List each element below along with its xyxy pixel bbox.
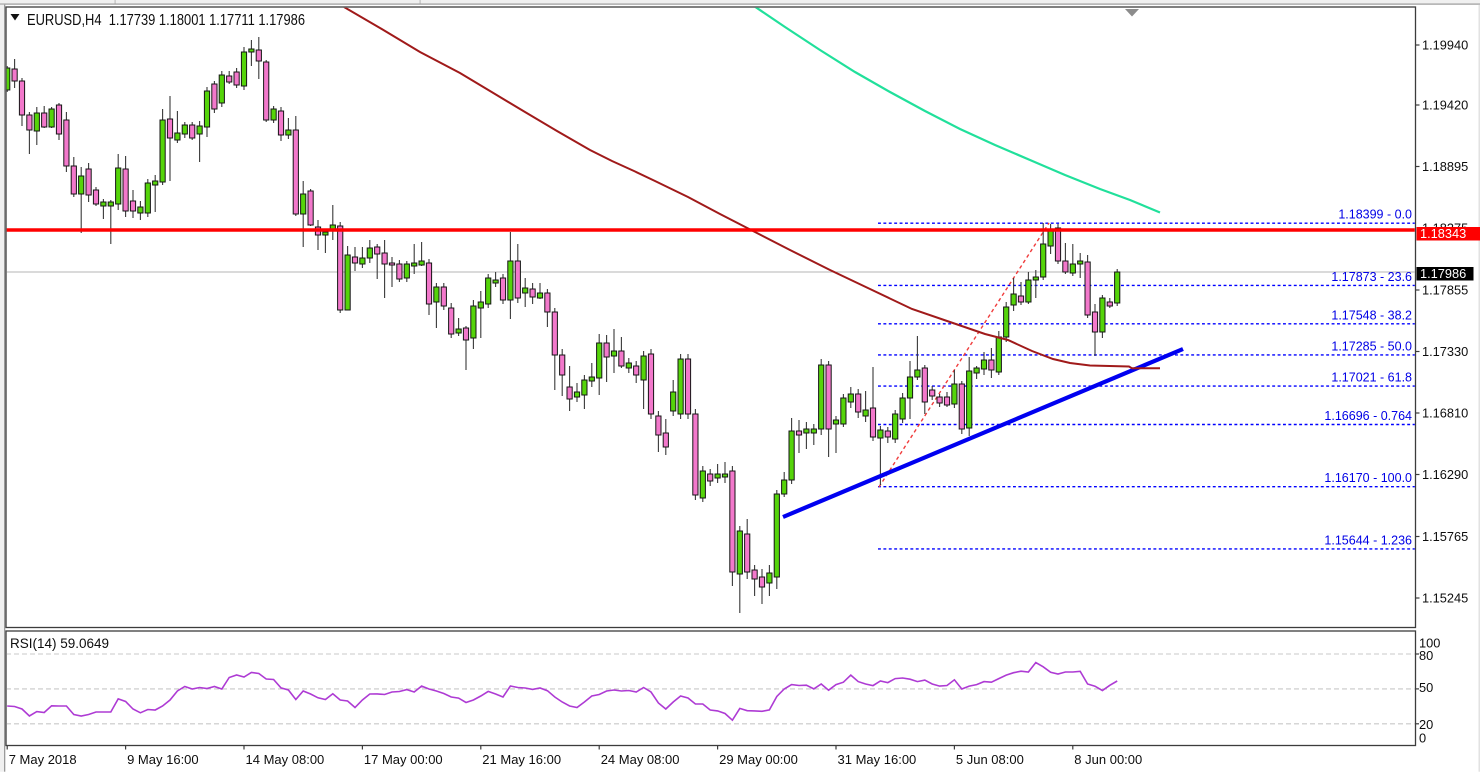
svg-text:0: 0 [1419,730,1426,745]
svg-text:100: 100 [1419,635,1440,650]
svg-text:EURUSD,H4 1.17739 1.18001 1.1: EURUSD,H4 1.17739 1.18001 1.17711 1.1798… [27,12,305,29]
svg-text:RSI(14) 59.0649: RSI(14) 59.0649 [10,636,109,651]
svg-text:1.17873 - 23.6: 1.17873 - 23.6 [1331,270,1412,284]
svg-text:1.17986: 1.17986 [1420,266,1466,281]
svg-text:1.15644 - 1.236: 1.15644 - 1.236 [1324,533,1412,547]
svg-text:1.18895: 1.18895 [1422,159,1468,174]
svg-text:1.18399 - 0.0: 1.18399 - 0.0 [1338,208,1412,222]
svg-text:1.16170 - 100.0: 1.16170 - 100.0 [1324,471,1412,485]
svg-text:1.19940: 1.19940 [1422,37,1468,52]
svg-text:1.16696 - 0.764: 1.16696 - 0.764 [1324,409,1412,423]
svg-text:24 May 08:00: 24 May 08:00 [601,752,680,767]
svg-text:7 May 2018: 7 May 2018 [9,752,77,767]
svg-text:1.15245: 1.15245 [1422,590,1468,605]
svg-text:1.16290: 1.16290 [1422,467,1468,482]
svg-text:1.17021 - 61.8: 1.17021 - 61.8 [1331,371,1412,385]
svg-text:80: 80 [1419,648,1433,663]
svg-text:1.16810: 1.16810 [1422,405,1468,420]
svg-text:1.18343: 1.18343 [1420,226,1466,241]
svg-text:14 May 08:00: 14 May 08:00 [246,752,325,767]
svg-text:8 Jun 00:00: 8 Jun 00:00 [1074,752,1142,767]
svg-text:1.15765: 1.15765 [1422,529,1468,544]
svg-text:1.17330: 1.17330 [1422,344,1468,359]
svg-text:1.17855: 1.17855 [1422,282,1468,297]
svg-text:5 Jun 08:00: 5 Jun 08:00 [956,752,1024,767]
svg-text:17 May 00:00: 17 May 00:00 [364,752,443,767]
svg-text:1.19420: 1.19420 [1422,97,1468,112]
svg-text:50: 50 [1419,680,1433,695]
svg-text:21 May 16:00: 21 May 16:00 [482,752,561,767]
svg-text:31 May 16:00: 31 May 16:00 [838,752,917,767]
svg-text:20: 20 [1419,717,1433,732]
svg-text:29 May 00:00: 29 May 00:00 [719,752,798,767]
svg-text:1.17285 - 50.0: 1.17285 - 50.0 [1331,339,1412,353]
svg-text:9 May 16:00: 9 May 16:00 [127,752,199,767]
svg-text:1.17548 - 38.2: 1.17548 - 38.2 [1331,308,1412,322]
